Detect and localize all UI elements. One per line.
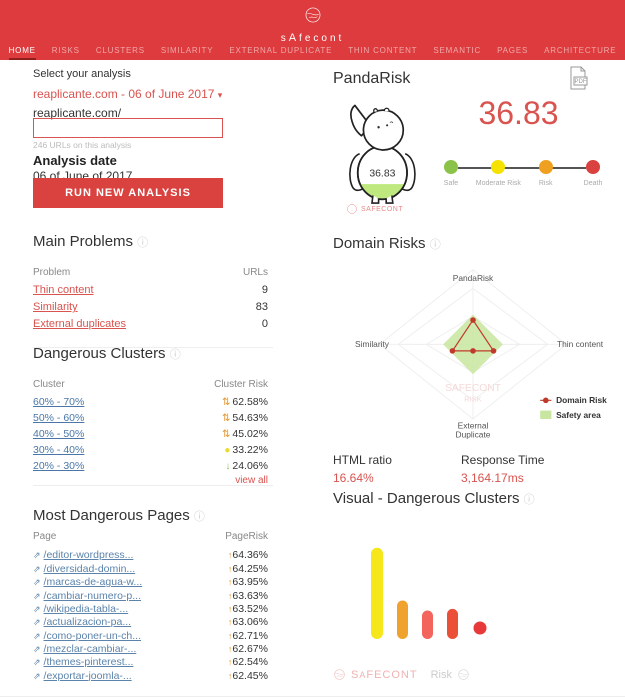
svg-text:SAFECONT: SAFECONT bbox=[445, 383, 502, 394]
svg-text:Thin content: Thin content bbox=[557, 339, 604, 349]
svg-text:Similarity: Similarity bbox=[355, 339, 390, 349]
svg-text:RISK: RISK bbox=[464, 394, 481, 403]
svg-text:36.83: 36.83 bbox=[369, 169, 395, 180]
svg-text:Safety area: Safety area bbox=[556, 410, 601, 420]
svg-text:PDF: PDF bbox=[575, 79, 587, 85]
svg-text:Duplicate: Duplicate bbox=[456, 430, 491, 440]
svg-text:PandaRisk: PandaRisk bbox=[453, 273, 494, 283]
svg-text:Domain Risk: Domain Risk bbox=[556, 395, 607, 405]
